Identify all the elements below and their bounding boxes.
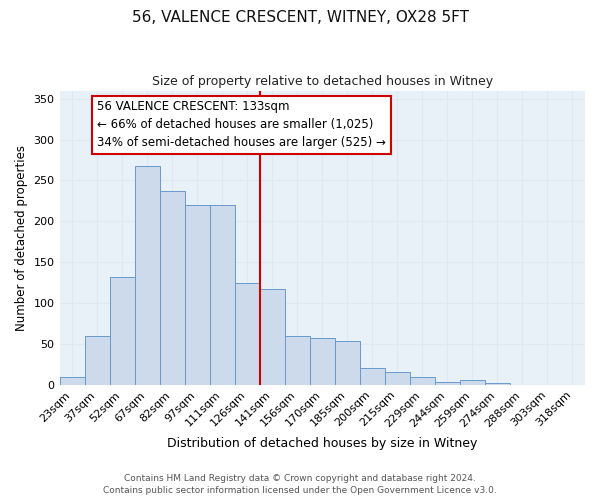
Bar xyxy=(185,205,209,385)
Bar xyxy=(285,336,310,385)
Bar xyxy=(360,368,385,385)
Y-axis label: Number of detached properties: Number of detached properties xyxy=(15,144,28,330)
Bar xyxy=(410,378,435,385)
Bar xyxy=(385,372,410,385)
Text: 56, VALENCE CRESCENT, WITNEY, OX28 5FT: 56, VALENCE CRESCENT, WITNEY, OX28 5FT xyxy=(131,10,469,25)
Bar xyxy=(335,340,360,385)
Bar xyxy=(485,383,510,385)
Bar xyxy=(59,376,85,385)
Bar xyxy=(260,289,285,385)
Bar xyxy=(435,382,460,385)
Bar xyxy=(235,282,260,385)
Bar xyxy=(460,380,485,385)
Bar xyxy=(160,191,185,385)
Bar xyxy=(85,336,110,385)
X-axis label: Distribution of detached houses by size in Witney: Distribution of detached houses by size … xyxy=(167,437,478,450)
Text: Contains HM Land Registry data © Crown copyright and database right 2024.
Contai: Contains HM Land Registry data © Crown c… xyxy=(103,474,497,495)
Bar xyxy=(134,166,160,385)
Text: 56 VALENCE CRESCENT: 133sqm
← 66% of detached houses are smaller (1,025)
34% of : 56 VALENCE CRESCENT: 133sqm ← 66% of det… xyxy=(97,100,386,150)
Title: Size of property relative to detached houses in Witney: Size of property relative to detached ho… xyxy=(152,75,493,88)
Bar xyxy=(209,205,235,385)
Bar xyxy=(310,338,335,385)
Bar xyxy=(110,277,134,385)
